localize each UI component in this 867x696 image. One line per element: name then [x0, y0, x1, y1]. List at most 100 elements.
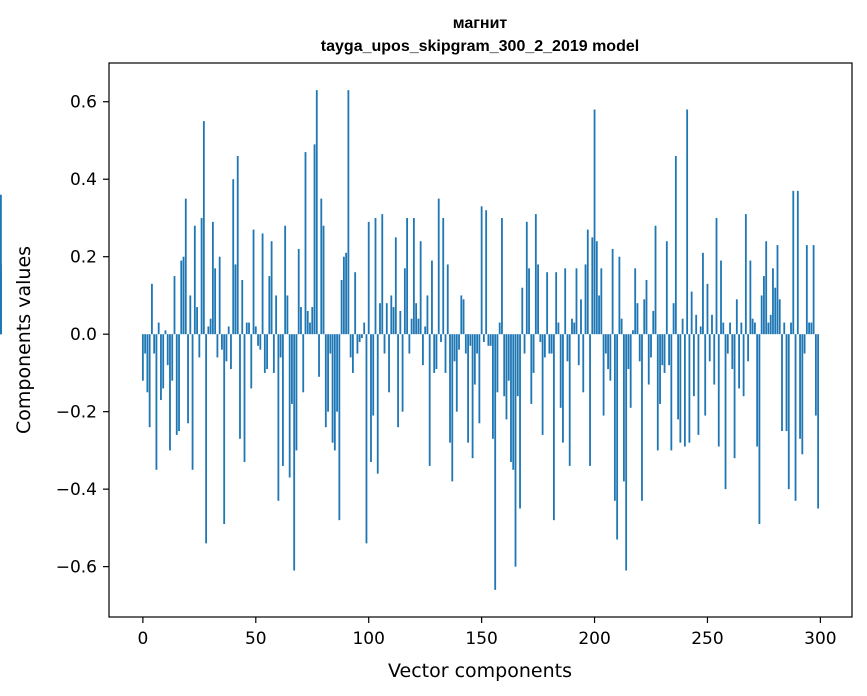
bar — [740, 322, 743, 335]
bar — [670, 334, 673, 451]
bar — [320, 198, 323, 335]
bar — [584, 264, 587, 335]
bar — [442, 217, 445, 335]
bar — [593, 109, 596, 335]
bar — [514, 334, 517, 567]
x-tick-label: 150 — [465, 629, 497, 649]
bar — [528, 268, 530, 335]
bar — [458, 334, 460, 350]
bar — [342, 256, 345, 335]
bar — [501, 217, 503, 335]
bar — [141, 334, 144, 381]
bar — [731, 334, 734, 370]
bar — [647, 334, 650, 385]
bar — [333, 334, 336, 451]
bar — [455, 334, 458, 412]
bar — [431, 260, 433, 335]
bar — [408, 334, 411, 354]
bar — [295, 334, 298, 451]
bar — [711, 314, 713, 335]
bar — [638, 334, 641, 362]
bar — [248, 322, 250, 335]
bar — [148, 334, 151, 428]
bar — [462, 299, 465, 335]
bar — [753, 322, 756, 335]
bar — [577, 334, 580, 366]
bar — [428, 334, 431, 466]
bar — [810, 322, 813, 335]
bar — [318, 334, 320, 377]
bar — [672, 303, 675, 335]
bar — [435, 334, 438, 370]
bar — [160, 334, 162, 401]
bar — [200, 217, 203, 335]
bar — [776, 245, 779, 335]
x-tick-label: 250 — [691, 629, 723, 649]
bar — [763, 276, 765, 335]
bar — [151, 283, 153, 335]
bar — [329, 334, 332, 354]
bar — [618, 256, 621, 335]
bar — [729, 322, 731, 335]
bar — [415, 303, 418, 335]
bar — [345, 252, 348, 335]
bar — [482, 334, 485, 342]
bar — [562, 334, 564, 443]
bar — [663, 334, 666, 373]
bar — [632, 330, 634, 335]
y-tick-label: 0.0 — [70, 325, 97, 345]
bar — [503, 334, 506, 397]
bar — [412, 217, 415, 335]
bar — [735, 299, 738, 335]
bar — [568, 334, 571, 466]
bar — [184, 198, 187, 335]
bar — [611, 248, 614, 335]
bar — [187, 334, 189, 424]
bar — [627, 334, 630, 370]
bar — [399, 310, 402, 335]
bar — [406, 217, 409, 335]
bar — [419, 241, 422, 335]
bar — [760, 295, 763, 335]
bar — [552, 334, 555, 521]
bar — [469, 334, 472, 346]
bar — [498, 322, 501, 335]
bar — [300, 307, 302, 335]
bar — [717, 334, 720, 447]
bar — [485, 210, 488, 335]
bar — [223, 334, 226, 525]
bar — [715, 217, 718, 335]
bar — [555, 272, 558, 335]
bar — [227, 326, 230, 335]
bar — [571, 318, 573, 335]
bar — [620, 318, 623, 335]
bar — [331, 334, 334, 443]
bar — [241, 279, 244, 335]
bar — [171, 334, 174, 381]
x-tick-label: 0 — [137, 629, 148, 649]
bar — [634, 268, 637, 335]
bar — [665, 241, 668, 335]
bar — [198, 334, 201, 358]
bar — [467, 334, 469, 443]
bar — [306, 310, 309, 335]
bar — [157, 322, 160, 335]
bar — [805, 245, 808, 335]
bar — [401, 334, 404, 412]
bar — [383, 334, 386, 354]
bar — [686, 109, 689, 335]
bar — [211, 221, 214, 335]
bar — [284, 225, 287, 335]
bar — [263, 334, 266, 373]
bar — [674, 155, 677, 335]
bar — [623, 334, 625, 482]
bar — [309, 322, 311, 335]
bar — [790, 322, 792, 335]
bar — [338, 334, 341, 521]
bar — [275, 295, 278, 335]
bar — [742, 334, 745, 397]
bar — [327, 334, 329, 412]
bar — [751, 318, 754, 335]
bar — [733, 334, 736, 459]
y-tick-label: 0.6 — [70, 93, 97, 113]
